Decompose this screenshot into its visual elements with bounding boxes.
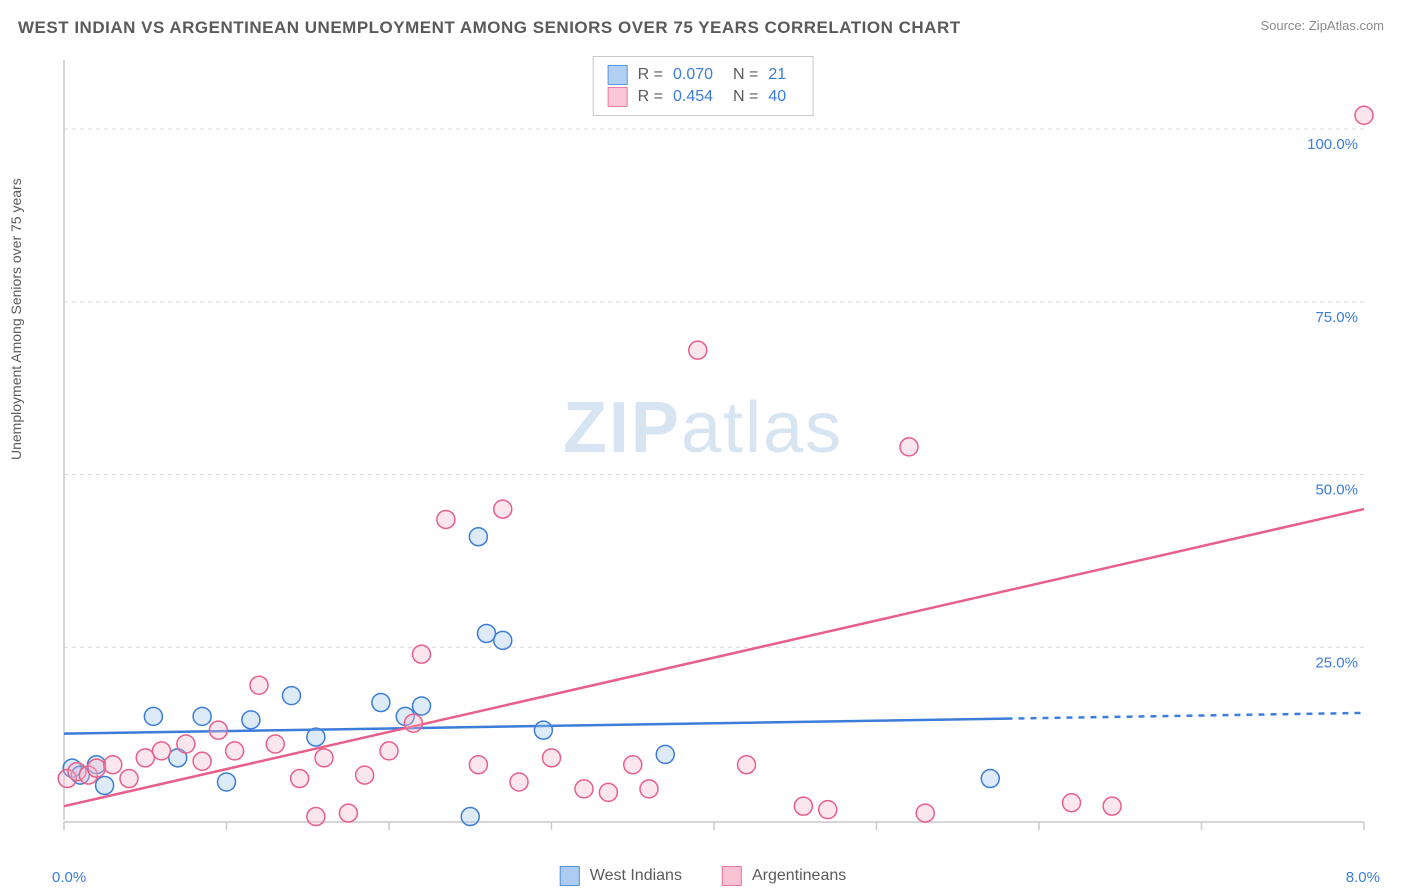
data-point	[291, 770, 309, 788]
chart-container: WEST INDIAN VS ARGENTINEAN UNEMPLOYMENT …	[0, 0, 1406, 892]
stat-r-label: R =	[638, 88, 663, 106]
series-swatch	[608, 87, 628, 107]
data-point	[136, 749, 154, 767]
data-point	[120, 770, 138, 788]
data-point	[738, 756, 756, 774]
data-point	[794, 797, 812, 815]
data-point	[413, 697, 431, 715]
stat-n-label: N =	[733, 88, 758, 106]
stat-n-label: N =	[733, 66, 758, 84]
data-point	[266, 735, 284, 753]
y-axis-label: Unemployment Among Seniors over 75 years	[8, 178, 24, 460]
data-point	[88, 759, 106, 777]
data-point	[624, 756, 642, 774]
data-point	[242, 711, 260, 729]
data-point	[478, 624, 496, 642]
stat-r-value: 0.454	[673, 88, 723, 106]
trend-line-dashed	[1007, 713, 1365, 719]
data-point	[916, 804, 934, 822]
stat-n-value: 40	[768, 88, 798, 106]
stats-row: R = 0.070 N = 21	[608, 65, 799, 85]
data-point	[193, 752, 211, 770]
data-point	[640, 780, 658, 798]
series-legend: West Indians Argentineans	[560, 866, 847, 886]
x-axis-max-label: 8.0%	[1346, 869, 1380, 886]
data-point	[96, 776, 114, 794]
data-point	[104, 756, 122, 774]
data-point	[689, 341, 707, 359]
data-point	[575, 780, 593, 798]
data-point	[413, 645, 431, 663]
legend-item: West Indians	[560, 866, 682, 886]
y-tick-label: 75.0%	[1315, 309, 1358, 326]
data-point	[1063, 794, 1081, 812]
y-tick-label: 100.0%	[1307, 136, 1358, 153]
data-point	[534, 721, 552, 739]
data-point	[1103, 797, 1121, 815]
data-point	[283, 687, 301, 705]
correlation-stats-box: R = 0.070 N = 21 R = 0.454 N = 40	[593, 56, 814, 116]
y-tick-label: 25.0%	[1315, 654, 1358, 671]
data-point	[494, 631, 512, 649]
data-point	[315, 749, 333, 767]
data-point	[404, 714, 422, 732]
legend-swatch	[560, 866, 580, 886]
data-point	[372, 694, 390, 712]
data-point	[339, 804, 357, 822]
source-label: Source: ZipAtlas.com	[1260, 18, 1384, 33]
data-point	[226, 742, 244, 760]
stat-n-value: 21	[768, 66, 798, 84]
data-point	[144, 707, 162, 725]
x-axis-min-label: 0.0%	[52, 869, 86, 886]
data-point	[307, 728, 325, 746]
data-point	[656, 745, 674, 763]
stats-row: R = 0.454 N = 40	[608, 87, 799, 107]
chart-title: WEST INDIAN VS ARGENTINEAN UNEMPLOYMENT …	[18, 18, 961, 38]
data-point	[177, 735, 195, 753]
data-point	[356, 766, 374, 784]
data-point	[250, 676, 268, 694]
legend-item: Argentineans	[722, 866, 846, 886]
trend-line	[64, 509, 1364, 806]
data-point	[599, 783, 617, 801]
data-point	[469, 528, 487, 546]
y-tick-label: 50.0%	[1315, 482, 1358, 499]
data-point	[193, 707, 211, 725]
data-point	[819, 801, 837, 819]
data-point	[153, 742, 171, 760]
data-point	[900, 438, 918, 456]
data-point	[437, 510, 455, 528]
data-point	[307, 808, 325, 826]
data-point	[380, 742, 398, 760]
data-point	[469, 756, 487, 774]
legend-label: Argentineans	[752, 867, 846, 885]
plot-area: 25.0% 50.0% 75.0% 100.0%	[52, 52, 1382, 842]
data-point	[494, 500, 512, 518]
data-point	[510, 773, 528, 791]
series-swatch	[608, 65, 628, 85]
data-point	[981, 770, 999, 788]
data-point	[461, 808, 479, 826]
legend-swatch	[722, 866, 742, 886]
stat-r-value: 0.070	[673, 66, 723, 84]
data-point	[543, 749, 561, 767]
data-point	[218, 773, 236, 791]
data-point	[1355, 106, 1373, 124]
legend-label: West Indians	[590, 867, 682, 885]
stat-r-label: R =	[638, 66, 663, 84]
data-point	[209, 721, 227, 739]
scatter-svg: 25.0% 50.0% 75.0% 100.0%	[52, 52, 1382, 842]
